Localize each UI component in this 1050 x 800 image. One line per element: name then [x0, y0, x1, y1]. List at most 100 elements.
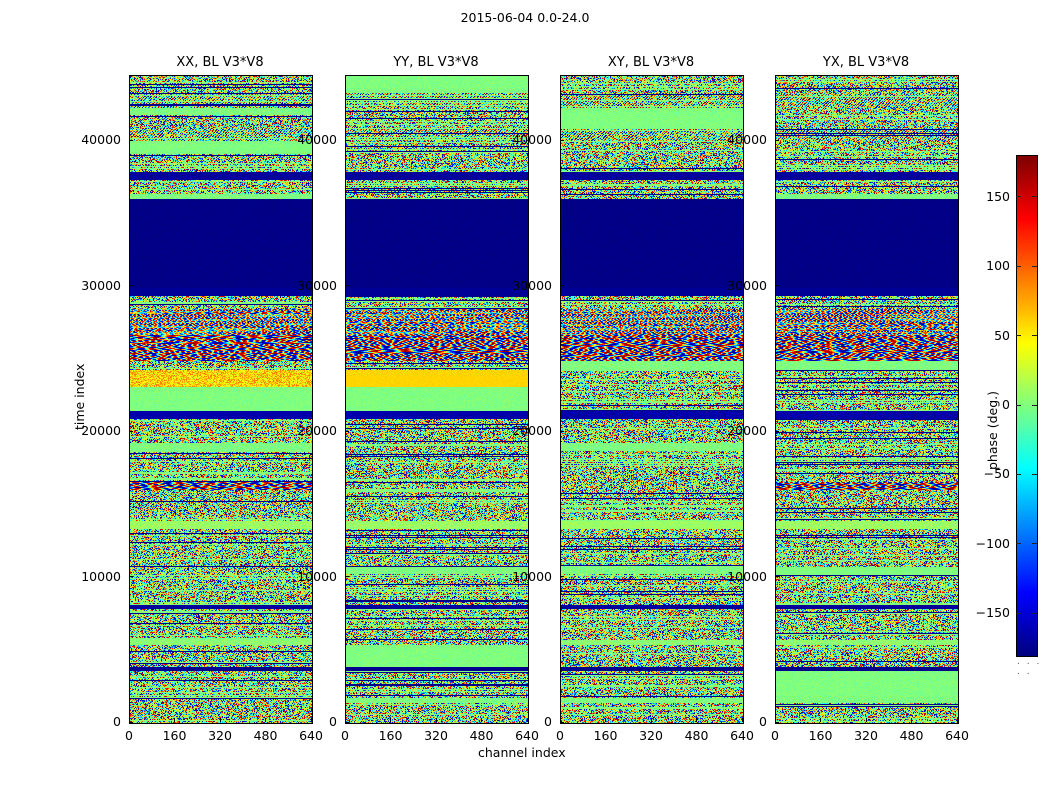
- y-tick-mark: [560, 430, 564, 432]
- waterfall-image-yx: [776, 76, 958, 723]
- y-tick-label: 0: [329, 714, 337, 729]
- colorbar-tick-mark: [1032, 196, 1037, 198]
- colorbar-tick-label: 50: [994, 327, 1010, 343]
- x-tick-label: 640: [299, 728, 323, 743]
- x-tick-label: 320: [639, 728, 663, 743]
- x-tick-mark: [390, 718, 391, 722]
- x-tick-mark: [650, 718, 652, 722]
- y-tick-mark: [560, 285, 564, 287]
- colorbar-tick-mark: [1032, 335, 1037, 337]
- y-tick-mark: [129, 285, 133, 287]
- y-tick-mark: [345, 285, 349, 287]
- x-tick-mark: [956, 718, 958, 722]
- waterfall-panel-xy[interactable]: [560, 75, 744, 724]
- y-tick-mark: [345, 139, 349, 141]
- x-tick-mark: [219, 718, 221, 722]
- y-tick-label: 20000: [297, 423, 337, 439]
- colorbar-tick-label: −150: [975, 605, 1010, 621]
- x-tick-label: 0: [771, 728, 779, 743]
- colorbar-tick-mark: [1032, 612, 1037, 614]
- colorbar-tick-label: −50: [983, 466, 1010, 482]
- panel-title-yx: YX, BL V3*V8: [822, 55, 910, 70]
- y-tick-label: 30000: [81, 277, 121, 293]
- y-tick-mark: [129, 430, 133, 432]
- waterfall-image-xx: [130, 76, 312, 723]
- colorbar-under-dots: . . . . .: [1017, 657, 1042, 677]
- y-tick-label: 40000: [512, 132, 552, 148]
- panel-title-xx: XX, BL V3*V8: [176, 55, 264, 70]
- y-tick-mark: [560, 576, 564, 578]
- waterfall-panel-yx[interactable]: [775, 75, 959, 724]
- x-tick-mark: [265, 718, 266, 722]
- y-tick-label: 0: [759, 714, 767, 729]
- x-tick-label: 480: [469, 728, 494, 743]
- colorbar-tick-mark: [1016, 612, 1021, 614]
- x-tick-label: 0: [341, 728, 349, 743]
- x-tick-label: 640: [515, 728, 539, 743]
- y-tick-mark: [775, 285, 779, 287]
- colorbar-tick-label: −100: [975, 535, 1010, 551]
- y-tick-label: 30000: [512, 277, 552, 293]
- x-tick-mark: [526, 718, 528, 722]
- figure-suptitle: 2015-06-04 0.0-24.0: [460, 10, 590, 25]
- colorbar-tick-label: 0: [1002, 397, 1010, 412]
- y-tick-mark: [775, 139, 779, 141]
- panel-title-xy: XY, BL V3*V8: [607, 55, 695, 70]
- colorbar-tick-mark: [1032, 473, 1037, 475]
- x-tick-mark: [310, 718, 312, 722]
- y-tick-label: 20000: [512, 423, 552, 439]
- colorbar-tick-label: 150: [986, 188, 1010, 204]
- y-tick-mark: [345, 430, 349, 432]
- x-tick-mark: [128, 718, 130, 722]
- x-tick-label: 480: [253, 728, 278, 743]
- colorbar[interactable]: [1016, 155, 1038, 657]
- y-tick-mark: [775, 430, 779, 432]
- y-tick-label: 20000: [81, 423, 121, 439]
- y-tick-mark: [345, 721, 349, 723]
- x-tick-mark: [344, 718, 346, 722]
- y-tick-mark: [775, 721, 779, 723]
- colorbar-tick-mark: [1016, 196, 1021, 198]
- x-tick-label: 480: [899, 728, 924, 743]
- waterfall-panel-xx[interactable]: [129, 75, 313, 724]
- x-tick-mark: [911, 718, 912, 722]
- x-tick-mark: [174, 718, 175, 722]
- colorbar-tick-mark: [1032, 404, 1037, 406]
- colorbar-tick-mark: [1016, 473, 1021, 475]
- y-tick-mark: [560, 721, 564, 723]
- x-tick-label: 320: [208, 728, 232, 743]
- x-tick-mark: [559, 718, 561, 722]
- colorbar-tick-mark: [1016, 404, 1021, 406]
- y-tick-mark: [345, 576, 349, 578]
- x-tick-mark: [820, 718, 821, 722]
- y-tick-label: 0: [113, 714, 121, 729]
- y-tick-label: 10000: [81, 568, 121, 584]
- x-tick-label: 160: [808, 728, 833, 743]
- x-tick-label: 480: [684, 728, 709, 743]
- y-tick-label: 10000: [512, 568, 552, 584]
- y-tick-label: 40000: [727, 132, 767, 148]
- colorbar-tick-mark: [1016, 543, 1021, 545]
- y-tick-mark: [129, 721, 133, 723]
- x-tick-label: 320: [854, 728, 878, 743]
- colorbar-tick-mark: [1016, 335, 1021, 337]
- y-tick-mark: [775, 576, 779, 578]
- x-tick-label: 160: [593, 728, 618, 743]
- y-tick-label: 20000: [727, 423, 767, 439]
- y-axis-label: time index: [72, 363, 87, 430]
- y-tick-mark: [560, 139, 564, 141]
- y-tick-label: 40000: [81, 132, 121, 148]
- waterfall-panel-yy[interactable]: [345, 75, 529, 724]
- x-tick-label: 0: [125, 728, 133, 743]
- x-tick-mark: [435, 718, 437, 722]
- x-tick-mark: [605, 718, 606, 722]
- x-tick-mark: [865, 718, 867, 722]
- x-tick-label: 160: [162, 728, 187, 743]
- y-tick-label: 40000: [297, 132, 337, 148]
- y-tick-label: 0: [544, 714, 552, 729]
- colorbar-tick-mark: [1032, 543, 1037, 545]
- waterfall-image-xy: [561, 76, 743, 723]
- x-tick-label: 0: [556, 728, 564, 743]
- x-tick-label: 320: [424, 728, 448, 743]
